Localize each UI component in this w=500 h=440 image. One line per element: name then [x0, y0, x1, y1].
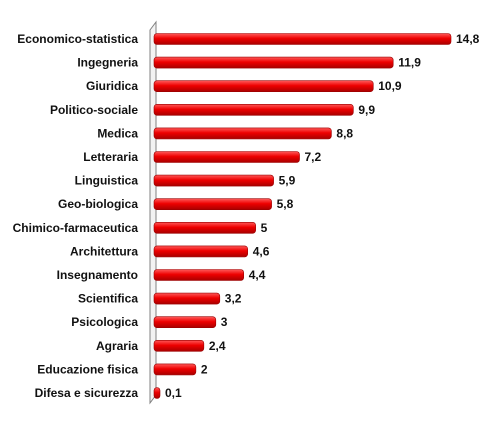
- bar: [154, 81, 373, 92]
- category-label: Linguistica: [75, 174, 139, 188]
- value-label: 4,6: [253, 244, 270, 258]
- category-label: Economico-statistica: [17, 32, 138, 46]
- bar: [154, 293, 220, 304]
- bar: [154, 270, 244, 281]
- category-label: Insegnamento: [57, 268, 138, 282]
- bar: [154, 317, 216, 328]
- bar: [154, 364, 196, 375]
- category-label: Psicologica: [71, 315, 138, 329]
- value-label: 14,8: [456, 32, 480, 46]
- value-label: 3: [221, 315, 228, 329]
- value-label: 4,4: [249, 268, 266, 282]
- value-label: 10,9: [378, 79, 402, 93]
- value-label: 8,8: [336, 126, 353, 140]
- value-label: 0,1: [165, 386, 182, 400]
- value-label: 5,9: [279, 174, 296, 188]
- value-label: 3,2: [225, 292, 242, 306]
- category-label: Agraria: [96, 339, 138, 353]
- category-label: Geo-biologica: [58, 197, 138, 211]
- category-label: Architettura: [70, 244, 138, 258]
- bar: [154, 57, 393, 68]
- category-label: Letteraria: [83, 150, 138, 164]
- bar: [154, 34, 451, 45]
- category-label: Giuridica: [86, 79, 138, 93]
- category-label: Difesa e sicurezza: [35, 386, 139, 400]
- category-label: Scientifica: [78, 292, 138, 306]
- value-label: 9,9: [358, 103, 375, 117]
- category-labels: Economico-statistica Ingegneria Giuridica P…: [13, 32, 139, 400]
- value-label: 2,4: [209, 339, 226, 353]
- bar: [154, 388, 160, 399]
- category-label: Chimico-farmaceutica: [13, 221, 139, 235]
- bar: [154, 246, 248, 257]
- bar: [154, 104, 353, 115]
- category-label: Politico-sociale: [50, 103, 138, 117]
- category-label: Ingegneria: [77, 56, 138, 70]
- bar: [154, 128, 331, 139]
- bar: [154, 222, 256, 233]
- bar: [154, 175, 274, 186]
- value-label: 5,8: [277, 197, 294, 211]
- value-label: 11,9: [398, 56, 421, 70]
- value-label: 5: [261, 221, 268, 235]
- category-label: Educazione fisica: [37, 362, 138, 376]
- category-label: Medica: [97, 126, 138, 140]
- value-label: 2: [201, 362, 208, 376]
- bars: [154, 34, 451, 399]
- bar: [154, 152, 300, 163]
- value-label: 7,2: [305, 150, 322, 164]
- bar: [154, 199, 272, 210]
- bar: [154, 340, 204, 351]
